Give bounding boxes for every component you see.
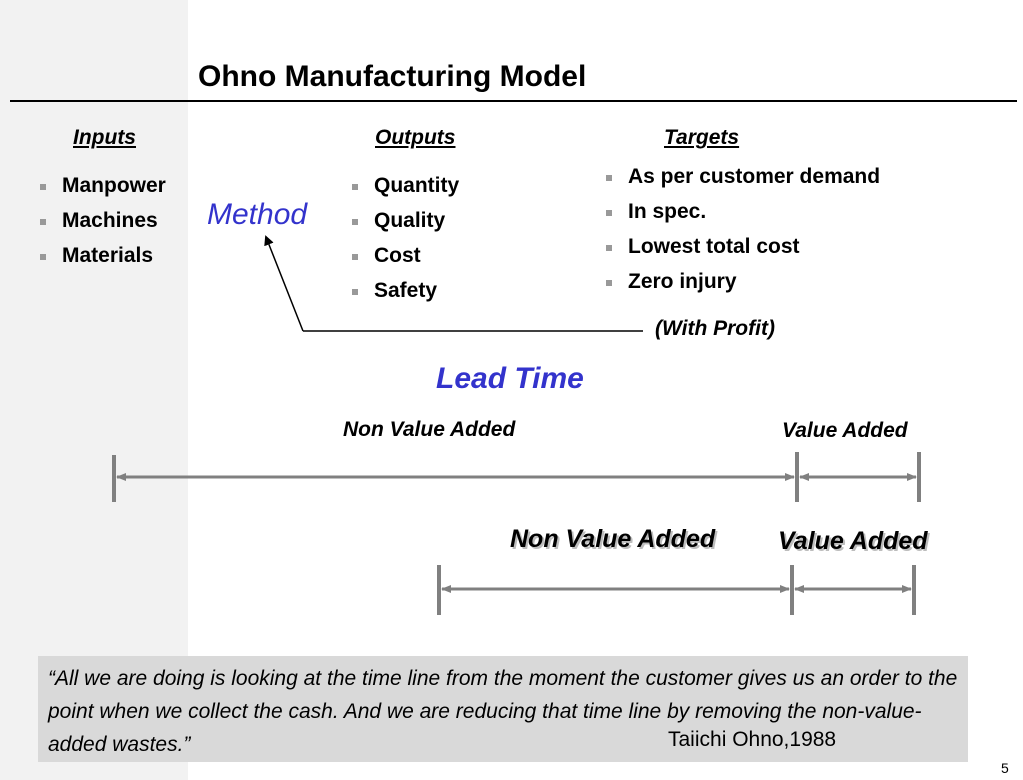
target-item: Zero injury [604, 270, 880, 305]
inputs-list: Manpower Machines Materials [38, 174, 166, 279]
input-item: Materials [38, 244, 166, 279]
method-label: Method [207, 198, 308, 231]
timeline-2-value-added-label: Value Added [778, 527, 928, 555]
timeline-1-value-added-label: Value Added [782, 419, 908, 442]
target-item: In spec. [604, 200, 880, 235]
target-item: As per customer demand [604, 165, 880, 200]
quote-text: “All we are doing is looking at the time… [48, 667, 958, 756]
output-item: Cost [350, 244, 459, 279]
quote-author: Taiichi Ohno,1988 [668, 728, 837, 751]
with-profit-label: (With Profit) [655, 317, 775, 340]
reduced-timeline [437, 565, 916, 615]
timeline-2-non-value-added-label: Non Value Added [510, 525, 716, 553]
output-item: Quality [350, 209, 459, 244]
targets-list: As per customer demand In spec. Lowest t… [604, 165, 880, 305]
outputs-list: Quantity Quality Cost Safety [350, 174, 459, 314]
target-item: Lowest total cost [604, 235, 880, 270]
left-side-band [0, 0, 188, 780]
slide-title: Ohno Manufacturing Model [198, 60, 587, 93]
lead-time-heading: Lead Time [436, 362, 584, 395]
quote-box: “All we are doing is looking at the time… [38, 656, 968, 762]
timeline-1-non-value-added-label: Non Value Added [343, 418, 516, 441]
title-underline [10, 100, 1017, 102]
lead-time-timeline [112, 452, 921, 502]
inputs-heading: Inputs [73, 126, 136, 149]
method-connector [264, 235, 643, 332]
input-item: Machines [38, 209, 166, 244]
outputs-heading: Outputs [375, 126, 456, 149]
output-item: Quantity [350, 174, 459, 209]
targets-heading: Targets [664, 126, 740, 149]
input-item: Manpower [38, 174, 166, 209]
page-number: 5 [1001, 760, 1009, 776]
output-item: Safety [350, 279, 459, 314]
